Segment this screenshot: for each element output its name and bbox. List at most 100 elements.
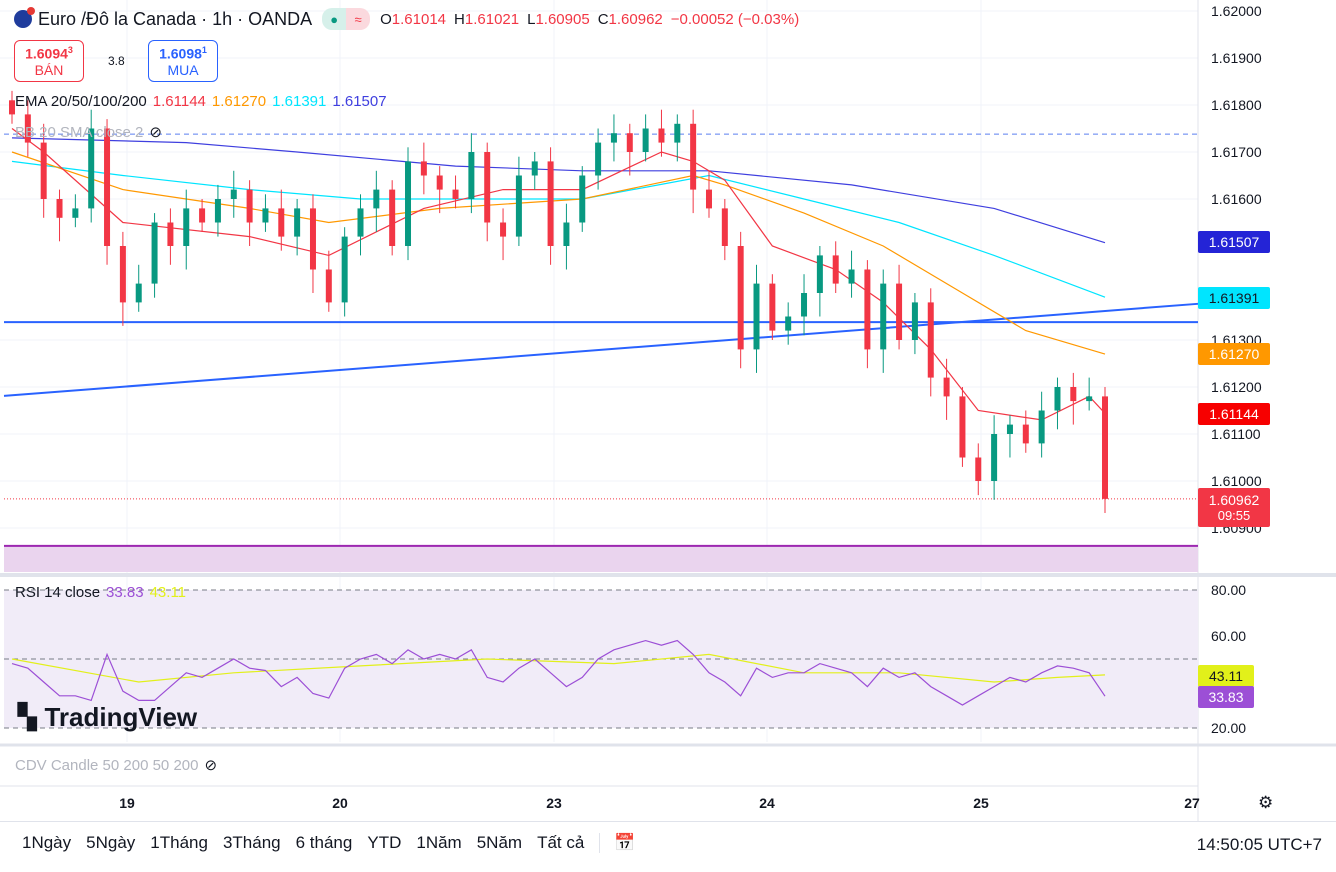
candle-body [991,434,998,481]
candle-body [1038,410,1045,444]
range-5y[interactable]: 5Năm [476,833,523,852]
price-axis-label: 1.61800 [1211,97,1262,113]
ema200-price-label: 1.61507 [1198,231,1270,253]
candle-body [816,255,823,293]
time-axis-label: 27 [1184,795,1200,811]
price-axis-label: 1.61200 [1211,379,1262,395]
rsi-ma-label: 43.11 [1198,665,1254,687]
hidden-eye-icon[interactable]: ⊘ [204,757,218,774]
chart-settings-icon[interactable]: ⚙ [1258,793,1274,812]
cdv-legend[interactable]: CDV Candle 50 200 50 200 ⊘ [15,756,218,775]
ema20-line [11,128,1106,421]
sloped-trend-line [3,302,1199,397]
candle-body [896,283,903,340]
range-6m[interactable]: 6 tháng [295,833,353,852]
candle-body [959,396,966,458]
time-axis-label: 23 [546,795,562,811]
candle-body [531,161,538,176]
candle-body [88,128,95,209]
candle-body [119,246,126,303]
market-open-icon: ● [322,8,347,30]
candle-body [389,189,396,246]
candle-body [1102,396,1108,499]
rsi-ma-line [11,653,1106,683]
clock[interactable]: 14:50:05 UTC+7 [1196,835,1322,854]
symbol-header: Euro /Đô la Canada · 1h · OANDA ● ≈ O1.61… [14,7,800,30]
buy-button[interactable]: 1.60981 MUA [148,40,218,82]
market-status-pill[interactable]: ● ≈ [322,8,371,30]
ema50-price-label: 1.61270 [1198,343,1270,365]
candle-body [690,123,697,190]
price-axis-label: 1.61100 [1211,426,1261,442]
range-bar: 1Ngày 5Ngày 1Tháng 3Tháng 6 tháng YTD 1N… [22,833,636,853]
candle-body [1070,387,1077,402]
hidden-eye-icon[interactable]: ⊘ [149,124,162,141]
candle-body [579,175,586,223]
candle-body [626,133,633,152]
range-1y[interactable]: 1Năm [416,833,462,852]
candle-body [864,269,871,350]
candle-body [832,255,839,284]
ema200-line [11,137,1106,244]
ema-legend[interactable]: EMA 20/50/100/200 1.61144 1.61270 1.6139… [15,93,387,110]
candle-body [785,316,792,331]
candle-body [309,208,316,270]
range-1m[interactable]: 1Tháng [150,833,208,852]
candle-body [515,175,522,237]
candle-body [975,457,982,481]
candle-body [246,189,253,223]
candle-body [1006,424,1013,434]
candle-body [595,142,602,176]
candle-body [769,283,776,331]
price-axis-label: 1.61700 [1211,144,1262,160]
candle-body [721,208,728,246]
candle-body [880,283,887,350]
candle-body [642,128,649,152]
candle-body [610,133,617,143]
ohlc-values: O1.61014 H1.61021 L1.60905 C1.60962 −0.0… [380,10,800,28]
time-axis-label: 25 [973,795,989,811]
candle-body [262,208,269,223]
candle-body [547,161,554,246]
candle-body [420,161,427,176]
candle-body [230,189,237,199]
candle-body [40,142,47,199]
candle-body [72,208,79,218]
rsi-axis-label: 60.00 [1211,628,1247,644]
candle-body [183,208,190,246]
candle-body [484,152,491,223]
candle-body [927,302,934,378]
range-ytd[interactable]: YTD [367,833,402,852]
candle-body [135,283,142,303]
candle-body [801,293,808,317]
candle-body [199,208,206,223]
candle-body [104,128,111,246]
candle-body [1022,424,1029,444]
range-all[interactable]: Tất cả [537,833,585,852]
sell-button[interactable]: 1.60943 BÁN [14,40,84,82]
rsi-legend[interactable]: RSI 14 close 33.83 43.11 [15,584,187,601]
symbol-title[interactable]: Euro /Đô la Canada · 1h · OANDA [38,8,313,29]
bb-legend[interactable]: BB 20 SMA close 2 ⊘ [15,123,162,142]
spread-value: 3.8 [108,54,125,68]
candle-body [341,236,348,303]
candle-body [24,114,31,143]
time-axis-label: 20 [332,795,348,811]
range-1d[interactable]: 1Ngày [22,833,72,852]
candle-body [658,128,665,143]
candle-body [674,123,681,143]
price-axis-label: 1.62000 [1211,3,1262,19]
ema100-line [11,160,1106,298]
rsi-label: 33.83 [1198,686,1254,708]
range-5d[interactable]: 5Ngày [86,833,136,852]
price-axis-label: 1.61900 [1211,50,1262,66]
candle-body [9,100,15,115]
range-3m[interactable]: 3Tháng [222,833,281,852]
candle-body [911,302,918,340]
candle-body [753,283,760,350]
candle-body [943,377,950,397]
go-to-date-calendar-icon[interactable]: 📅 [599,833,636,853]
price-axis-label: 1.61600 [1211,191,1262,207]
candle-body [167,222,174,246]
